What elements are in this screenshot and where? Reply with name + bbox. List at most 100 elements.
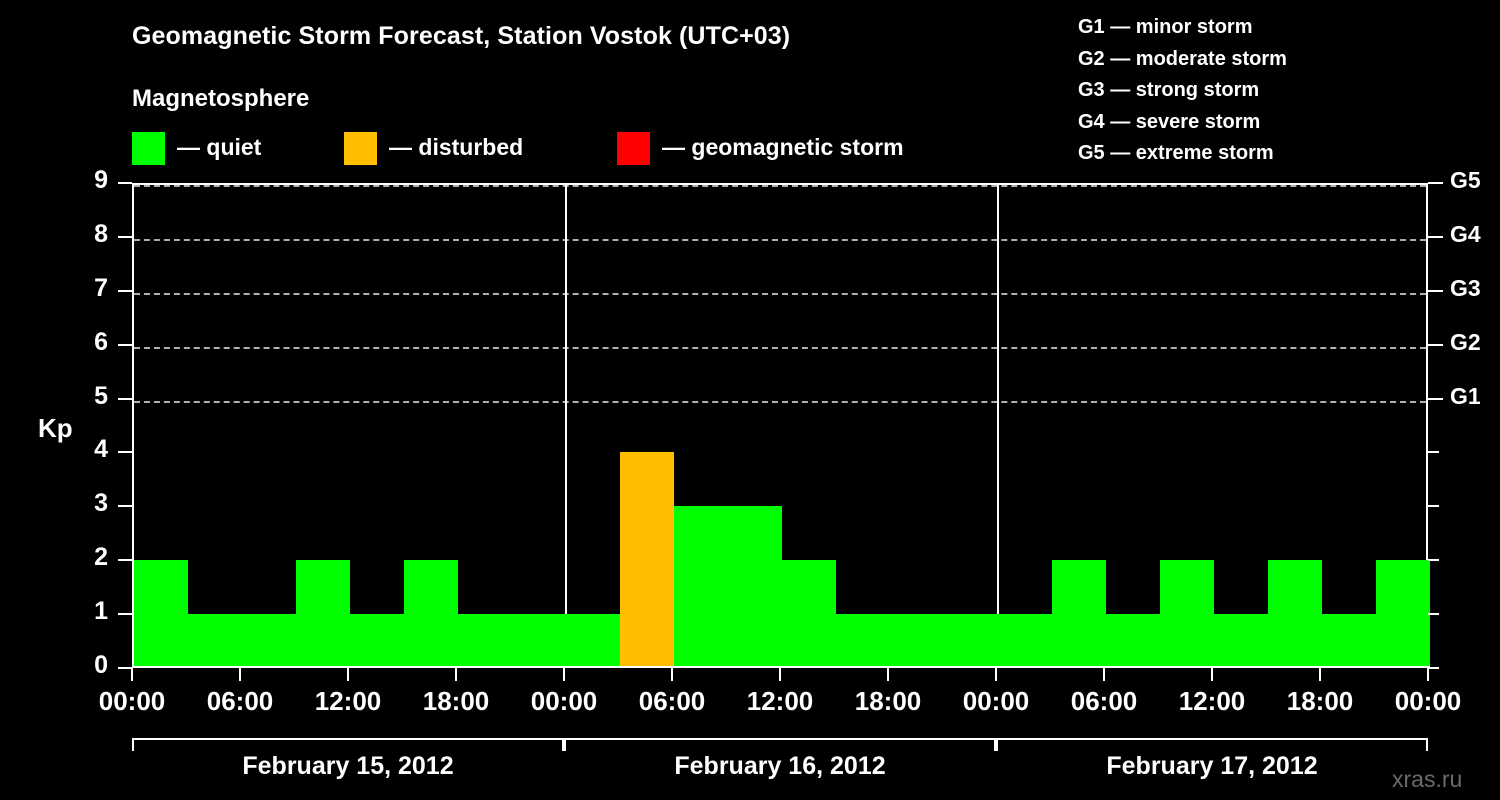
bar-day3-slot8 [1376, 560, 1430, 668]
x-tick-label-10: 12:00 [1178, 686, 1246, 716]
x-tick-mark-5 [671, 668, 673, 681]
g-scale-legend-line-1: G1 — minor storm [1078, 16, 1253, 38]
g-scale-legend-line-4: G4 — severe storm [1078, 110, 1261, 133]
legend-swatch-disturbed [344, 132, 377, 165]
legend-label-geomagnetic-storm: — geomagnetic storm [662, 134, 904, 160]
y-tick-label-2: 2 [94, 543, 108, 572]
x-tick-mark-12 [1427, 668, 1429, 681]
bar-day2-slot8 [944, 614, 998, 668]
x-tick-label-11: 18:00 [1286, 686, 1354, 716]
right-tick-mark-G4 [1428, 235, 1443, 238]
y-tick-mark-9 [118, 182, 132, 184]
bar-day1-slot6 [404, 560, 458, 668]
bar-day1-slot5 [350, 614, 404, 668]
y-tick-mark-0 [118, 667, 132, 669]
day-bracket-1 [132, 738, 564, 751]
bar-day2-slot1 [566, 614, 620, 668]
bar-day2-slot2 [620, 452, 674, 668]
x-tick-mark-10 [1211, 668, 1213, 681]
bar-day2-slot6 [836, 614, 890, 668]
x-tick-mark-7 [887, 668, 889, 681]
x-tick-label-6: 12:00 [746, 686, 814, 716]
x-tick-label-8: 00:00 [962, 686, 1030, 716]
legend-swatch-quiet [132, 132, 165, 165]
day-label-1: February 15, 2012 [242, 752, 454, 780]
bar-day1-slot8 [512, 614, 566, 668]
y-tick-label-4: 4 [94, 435, 108, 464]
right-minor-tick-kp-2 [1428, 559, 1439, 562]
right-minor-tick-kp-0 [1428, 667, 1439, 669]
y-tick-mark-3 [118, 505, 132, 508]
gridline-kp-8 [134, 238, 1426, 241]
g-scale-legend-line-3: G3 — strong storm [1078, 79, 1260, 101]
g-scale-legend: G1 — minor storm G2 — moderate storm G3 — … [1078, 12, 1287, 170]
bar-day2-slot4 [728, 506, 782, 668]
x-tick-label-12: 00:00 [1394, 686, 1462, 716]
x-axis-baseline [132, 666, 1430, 668]
g-scale-legend-line-5: G5 — extreme storm [1078, 142, 1274, 164]
x-tick-label-1: 06:00 [206, 686, 274, 716]
y-tick-mark-6 [118, 343, 132, 346]
gridline-kp-9 [134, 185, 1426, 187]
bar-day2-slot5 [782, 560, 836, 668]
x-tick-mark-11 [1319, 668, 1321, 681]
bar-day3-slot6 [1268, 560, 1322, 668]
bar-day1-slot1 [134, 560, 188, 668]
x-tick-mark-6 [779, 668, 781, 681]
day-bracket-3 [996, 738, 1428, 751]
bar-day3-slot7 [1322, 614, 1376, 668]
gridline-kp-7 [134, 292, 1426, 295]
day-separator-1 [565, 185, 567, 668]
right-tick-label-G3: G3 [1450, 274, 1481, 301]
y-tick-mark-7 [118, 289, 132, 292]
section-label-magnetosphere: Magnetosphere [132, 85, 310, 112]
x-tick-label-5: 06:00 [638, 686, 706, 716]
x-tick-mark-0 [131, 668, 133, 681]
g-scale-legend-line-2: G2 — moderate storm [1078, 47, 1287, 70]
legend-label-disturbed: — disturbed [389, 134, 524, 160]
bar-day3-slot4 [1160, 560, 1214, 668]
legend-swatch-geomagnetic-storm [617, 132, 650, 165]
right-tick-label-G2: G2 [1450, 328, 1481, 355]
y-tick-label-7: 7 [94, 273, 108, 302]
right-minor-tick-kp-3 [1428, 505, 1439, 508]
x-tick-label-7: 18:00 [854, 686, 922, 716]
right-tick-label-G4: G4 [1450, 220, 1481, 247]
bar-day1-slot4 [296, 560, 350, 668]
y-tick-mark-4 [118, 451, 132, 454]
legend-item-quiet: — quiet [132, 132, 261, 168]
bar-day2-slot7 [890, 614, 944, 668]
day-label-2: February 16, 2012 [674, 752, 886, 780]
right-tick-mark-G2 [1428, 343, 1443, 346]
x-tick-mark-1 [239, 668, 241, 681]
y-tick-label-8: 8 [94, 219, 108, 248]
y-tick-mark-8 [118, 235, 132, 238]
day-bracket-2 [564, 738, 996, 751]
legend-item-geomagnetic-storm: — geomagnetic storm [617, 132, 904, 168]
bar-day3-slot1 [998, 614, 1052, 668]
x-tick-label-4: 00:00 [530, 686, 598, 716]
x-tick-label-3: 18:00 [422, 686, 490, 716]
gridline-kp-5 [134, 400, 1426, 403]
right-minor-tick-kp-4 [1428, 451, 1439, 454]
bar-day3-slot5 [1214, 614, 1268, 668]
y-tick-label-5: 5 [94, 381, 108, 410]
y-tick-label-6: 6 [94, 327, 108, 356]
x-tick-mark-3 [455, 668, 457, 681]
y-axis-title: Kp [38, 413, 73, 443]
bar-day1-slot2 [188, 614, 242, 668]
x-tick-label-2: 12:00 [314, 686, 382, 716]
x-tick-mark-9 [1103, 668, 1105, 681]
y-tick-label-3: 3 [94, 489, 108, 518]
right-tick-mark-G3 [1428, 289, 1443, 292]
y-tick-label-9: 9 [94, 166, 108, 194]
legend-item-disturbed: — disturbed [344, 132, 523, 168]
day-label-3: February 17, 2012 [1106, 752, 1318, 780]
bar-day3-slot3 [1106, 614, 1160, 668]
plot-area [132, 183, 1430, 668]
right-tick-label-G5: G5 [1450, 167, 1481, 193]
bar-day2-slot3 [674, 506, 728, 668]
y-tick-mark-1 [118, 613, 132, 616]
legend-label-quiet: — quiet [177, 134, 262, 160]
